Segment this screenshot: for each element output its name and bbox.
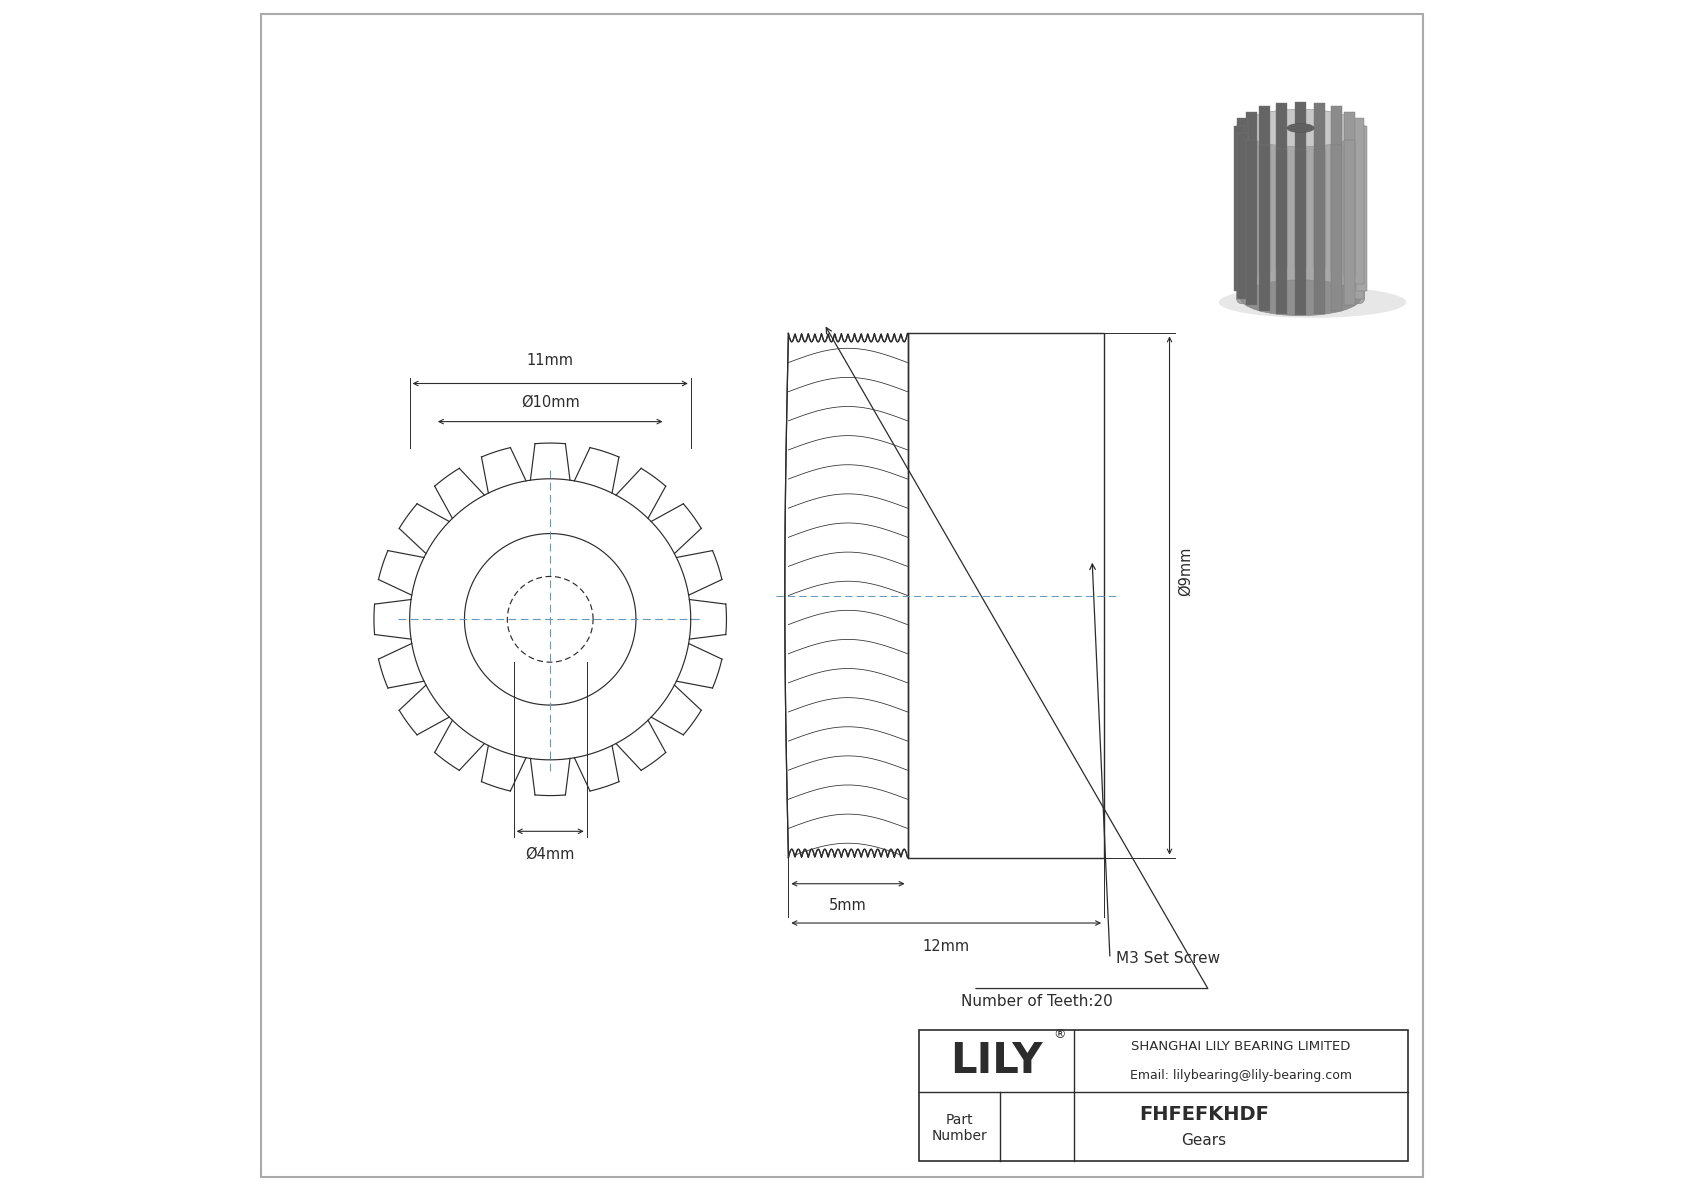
Text: Ø9mm: Ø9mm — [1177, 547, 1192, 596]
Ellipse shape — [1219, 287, 1406, 318]
Bar — [788, 333, 908, 858]
Text: Number of Teeth:20: Number of Teeth:20 — [962, 994, 1113, 1010]
Bar — [1344, 141, 1356, 305]
Bar — [1295, 101, 1305, 267]
FancyBboxPatch shape — [1236, 123, 1364, 304]
Text: ®: ® — [1054, 1029, 1066, 1041]
Bar — [1238, 118, 1248, 283]
Bar — [1352, 118, 1364, 283]
Bar — [1260, 106, 1270, 272]
Bar — [1330, 106, 1342, 272]
Text: Email: lilybearing@lily-bearing.com: Email: lilybearing@lily-bearing.com — [1130, 1070, 1352, 1081]
Text: 11mm: 11mm — [527, 353, 574, 368]
Bar — [1344, 112, 1356, 276]
Bar — [1330, 145, 1342, 311]
Text: Ø10mm: Ø10mm — [520, 394, 579, 410]
Text: 5mm: 5mm — [829, 898, 867, 913]
Bar — [1246, 112, 1256, 276]
Text: Number: Number — [931, 1129, 987, 1143]
Bar — [908, 333, 1105, 858]
Bar — [1238, 133, 1248, 299]
Bar — [1295, 150, 1305, 316]
Bar — [919, 1030, 1408, 1161]
Text: SHANGHAI LILY BEARING LIMITED: SHANGHAI LILY BEARING LIMITED — [1132, 1041, 1351, 1053]
Text: Part: Part — [946, 1112, 973, 1127]
Ellipse shape — [1287, 124, 1314, 132]
Text: FHFEFKHDF: FHFEFKHDF — [1138, 1105, 1268, 1124]
Bar — [1314, 149, 1325, 314]
Ellipse shape — [1239, 110, 1361, 146]
Bar — [1314, 102, 1325, 268]
Ellipse shape — [1239, 280, 1361, 316]
Bar — [1276, 149, 1287, 314]
Text: LILY: LILY — [950, 1040, 1042, 1083]
Text: Ø4mm: Ø4mm — [525, 847, 574, 862]
Bar — [1356, 126, 1367, 291]
Text: 12mm: 12mm — [923, 939, 970, 954]
Bar — [1260, 145, 1270, 311]
Bar — [1246, 141, 1256, 305]
Text: M3 Set Screw: M3 Set Screw — [1116, 952, 1219, 966]
Bar — [1234, 126, 1244, 291]
Text: Gears: Gears — [1180, 1134, 1226, 1148]
Bar — [1276, 102, 1287, 268]
Bar — [1352, 133, 1364, 299]
